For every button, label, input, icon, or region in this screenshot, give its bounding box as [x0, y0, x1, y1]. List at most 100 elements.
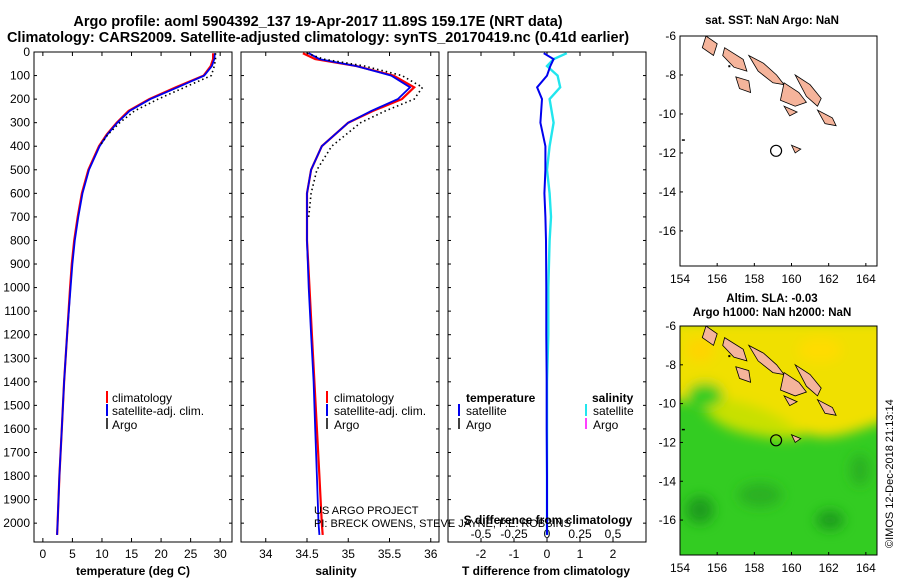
x-tick-label: 25 — [184, 547, 198, 561]
depth-tick-label: 300 — [10, 116, 30, 130]
argo-profile-marker-icon — [769, 434, 783, 447]
island-shape — [790, 144, 802, 154]
depth-tick-label: 1400 — [3, 375, 30, 389]
map-lat-label: -8 — [665, 68, 676, 82]
legend-satellite-label: satellite-adj. clim. — [334, 404, 426, 418]
credit-line2: PI: BRECK OWENS, STEVE JAYNE, P.E. ROBBI… — [314, 518, 571, 530]
sst-map-land — [681, 36, 837, 154]
depth-tick-label: 1000 — [3, 281, 30, 295]
islet-dot — [681, 428, 685, 431]
salinity-panel: 34 34.5 35 35.5 36 salinity climatology sate… — [240, 51, 571, 578]
island-shape — [790, 433, 802, 443]
island-shape — [701, 326, 718, 347]
t-difference-x-label: T difference from climatology — [462, 564, 630, 578]
satellite-line — [306, 52, 412, 535]
map-lon-label: 158 — [744, 561, 764, 575]
salinity-series — [302, 52, 424, 535]
x-tick-label: 1 — [577, 547, 584, 561]
argo-line — [98, 53, 217, 147]
legend-temperature-title: temperature — [466, 391, 536, 405]
map-lat-label: -14 — [659, 185, 677, 199]
depth-tick-label: 900 — [10, 257, 30, 271]
sst-map-frame — [679, 35, 878, 267]
legend-temp-argo-label: Argo — [466, 418, 492, 432]
salinity-legend: climatology satellite-adj. clim. Argo — [326, 391, 426, 432]
temperature-difference-line — [535, 52, 555, 535]
map-lat-label: -10 — [659, 107, 677, 121]
argo-line — [306, 52, 424, 217]
depth-tick-label: 500 — [10, 163, 30, 177]
temperature-legend: climatology satellite-adj. clim. Argo — [106, 391, 204, 432]
x-tick-label: -2 — [476, 547, 487, 561]
title-line2: Climatology: CARS2009. Satellite-adjuste… — [7, 30, 629, 46]
argo-profile-marker-icon — [769, 144, 783, 157]
sla-map: Altim. SLA: -0.03 Argo h1000: NaN h2000:… — [659, 293, 878, 575]
island-shape — [722, 47, 748, 72]
legend-sal-argo-label: Argo — [593, 418, 619, 432]
island-shape — [794, 363, 822, 397]
x-tick-label: 0 — [40, 547, 47, 561]
salinity-x-label: salinity — [315, 564, 357, 578]
sla-map-frame — [679, 325, 878, 556]
map-lon-label: 156 — [707, 272, 727, 286]
depth-tick-label: 1500 — [3, 398, 30, 412]
sla-map-ticks: 154 156 158 160 162 164 -6 -8 -10 -12 -14 -16 — [659, 319, 877, 575]
sla-map-title1: Altim. SLA: -0.03 — [726, 293, 817, 305]
difference-legend: temperature satellite Argo salinity sate… — [458, 391, 634, 432]
island-shape — [735, 76, 752, 94]
depth-tick-label: 1300 — [3, 351, 30, 365]
legend-climatology-label: climatology — [112, 391, 172, 405]
temperature-panel: 0100200300400500600700800900100011001200… — [3, 45, 646, 578]
x-tick-label: 34 — [259, 547, 273, 561]
credit-line1: US ARGO PROJECT — [314, 505, 419, 517]
s-tick-label: -0.25 — [500, 527, 528, 541]
map-lon-label: 164 — [856, 561, 876, 575]
island-shape — [816, 109, 837, 127]
legend-salinity-title: salinity — [592, 391, 634, 405]
depth-tick-label: 600 — [10, 186, 30, 200]
map-lat-label: -10 — [659, 397, 677, 411]
temperature-axes-frame — [33, 51, 233, 543]
depth-tick-label: 400 — [10, 139, 30, 153]
depth-tick-label: 1800 — [3, 469, 30, 483]
legend-sal-satellite-label: satellite — [593, 404, 634, 418]
sst-map: sat. SST: NaN Argo: NaN 154 156 158 160 162 1… — [659, 15, 878, 286]
depth-tick-label: 0 — [23, 45, 30, 59]
sla-map-title2: Argo h1000: NaN h2000: NaN — [693, 307, 852, 319]
x-tick-label: 2 — [610, 547, 617, 561]
island-shape — [701, 36, 718, 57]
t-difference-x-ticks: -2 -1 0 1 2 — [476, 52, 617, 561]
depth-tick-label: 100 — [10, 69, 30, 83]
difference-panel: -2 -1 0 1 2 -0.5 -0.25 0 0.25 0.5 T difference f… — [447, 51, 647, 578]
legend-satellite-label: satellite-adj. clim. — [112, 404, 204, 418]
x-tick-label: 35 — [342, 547, 356, 561]
map-lat-label: -8 — [665, 358, 676, 372]
depth-tick-labels: 0 100 200 300 400 500 600 700 800 900 1000 1100 1200… — [3, 45, 646, 530]
title-line1: Argo profile: aoml 5904392_137 19-Apr-20… — [73, 14, 562, 30]
temperature-x-label: temperature (deg C) — [76, 564, 190, 578]
islet-dot — [681, 139, 685, 141]
x-tick-label: 0 — [544, 547, 551, 561]
map-lat-label: -6 — [665, 29, 676, 43]
map-lon-label: 154 — [670, 561, 690, 575]
island-shape — [735, 366, 752, 383]
x-tick-label: 35.5 — [378, 547, 402, 561]
depth-tick-label: 1700 — [3, 445, 30, 459]
map-lat-label: -12 — [659, 146, 677, 160]
map-lat-label: -6 — [665, 319, 676, 333]
map-lat-label: -12 — [659, 435, 677, 449]
map-lon-label: 162 — [819, 561, 839, 575]
x-tick-label: 20 — [154, 547, 168, 561]
s-tick-label: 0.5 — [605, 527, 622, 541]
x-tick-label: 30 — [213, 547, 227, 561]
legend-temp-satellite-label: satellite — [466, 404, 507, 418]
x-tick-label: 15 — [125, 547, 139, 561]
x-tick-label: -1 — [509, 547, 520, 561]
satellite-line — [56, 53, 216, 535]
sla-map-field — [680, 326, 877, 555]
s-tick-label: -0.5 — [471, 527, 492, 541]
salinity-axes-frame — [240, 51, 440, 543]
legend-argo-label: Argo — [112, 418, 138, 432]
island-shape — [722, 336, 748, 362]
map-lat-label: -16 — [659, 224, 677, 238]
